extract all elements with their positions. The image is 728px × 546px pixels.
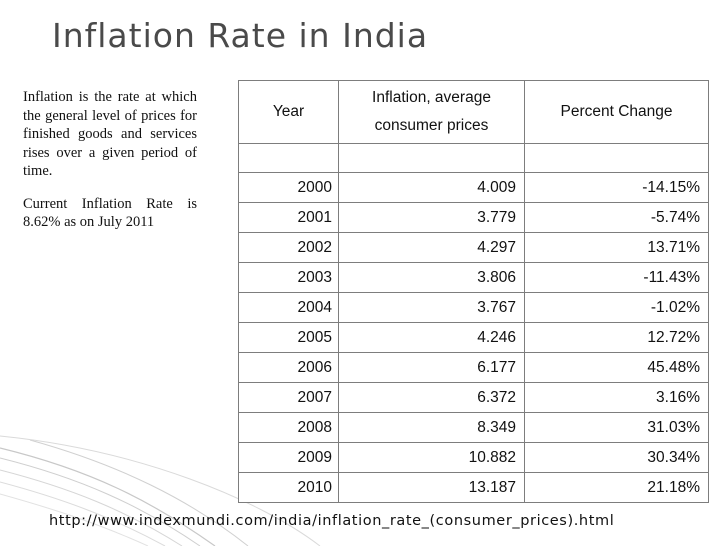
inflation-cell: 6.177	[338, 352, 525, 383]
table-row: 2000 4.009 -14.15%	[238, 172, 709, 203]
blank-cell	[238, 143, 339, 173]
change-cell: 3.16%	[524, 382, 709, 413]
inflation-cell: 6.372	[338, 382, 525, 413]
table-row: 2010 13.187 21.18%	[238, 472, 709, 503]
inflation-cell: 10.882	[338, 442, 525, 473]
inflation-cell: 3.779	[338, 202, 525, 233]
change-cell: -1.02%	[524, 292, 709, 323]
table-row: 2006 6.177 45.48%	[238, 352, 709, 383]
header-inflation-line1: Inflation, average	[372, 89, 491, 106]
year-cell: 2010	[238, 472, 339, 503]
table-row: 2009 10.882 30.34%	[238, 442, 709, 473]
table-row: 2002 4.297 13.71%	[238, 232, 709, 263]
inflation-cell: 3.806	[338, 262, 525, 293]
change-cell: 30.34%	[524, 442, 709, 473]
change-cell: -5.74%	[524, 202, 709, 233]
year-cell: 2002	[238, 232, 339, 263]
year-cell: 2003	[238, 262, 339, 293]
slide-title: Inflation Rate in India	[52, 16, 429, 55]
blank-cell	[338, 143, 525, 173]
inflation-cell: 13.187	[338, 472, 525, 503]
header-percent-change: Percent Change	[524, 80, 709, 144]
year-cell: 2006	[238, 352, 339, 383]
table-row: 2008 8.349 31.03%	[238, 412, 709, 443]
table-row: 2004 3.767 -1.02%	[238, 292, 709, 323]
change-cell: -11.43%	[524, 262, 709, 293]
change-cell: 31.03%	[524, 412, 709, 443]
inflation-cell: 4.009	[338, 172, 525, 203]
inflation-cell: 4.297	[338, 232, 525, 263]
inflation-cell: 3.767	[338, 292, 525, 323]
inflation-definition: Inflation is the rate at which the gener…	[23, 89, 197, 179]
table-row: 2005 4.246 12.72%	[238, 322, 709, 353]
year-cell: 2004	[238, 292, 339, 323]
change-cell: 45.48%	[524, 352, 709, 383]
table-row: 2001 3.779 -5.74%	[238, 202, 709, 233]
change-cell: -14.15%	[524, 172, 709, 203]
table-row: 2007 6.372 3.16%	[238, 382, 709, 413]
table-row: 2003 3.806 -11.43%	[238, 262, 709, 293]
source-url: http://www.indexmundi.com/india/inflatio…	[49, 513, 615, 529]
header-year: Year	[238, 80, 339, 144]
year-cell: 2008	[238, 412, 339, 443]
table-header-row: Year Inflation, average consumer prices …	[238, 80, 709, 144]
inflation-cell: 8.349	[338, 412, 525, 443]
current-inflation-rate: Current Inflation Rate is 8.62% as on Ju…	[23, 195, 197, 231]
year-cell: 2000	[238, 172, 339, 203]
description-panel: Inflation is the rate at which the gener…	[23, 88, 197, 246]
change-cell: 12.72%	[524, 322, 709, 353]
blank-row	[238, 143, 709, 173]
header-inflation-line2: consumer prices	[374, 117, 489, 134]
change-cell: 21.18%	[524, 472, 709, 503]
inflation-table: Year Inflation, average consumer prices …	[238, 80, 709, 503]
year-cell: 2007	[238, 382, 339, 413]
blank-cell	[524, 143, 709, 173]
year-cell: 2001	[238, 202, 339, 233]
year-cell: 2009	[238, 442, 339, 473]
inflation-cell: 4.246	[338, 322, 525, 353]
change-cell: 13.71%	[524, 232, 709, 263]
header-inflation: Inflation, average consumer prices	[338, 80, 525, 144]
year-cell: 2005	[238, 322, 339, 353]
